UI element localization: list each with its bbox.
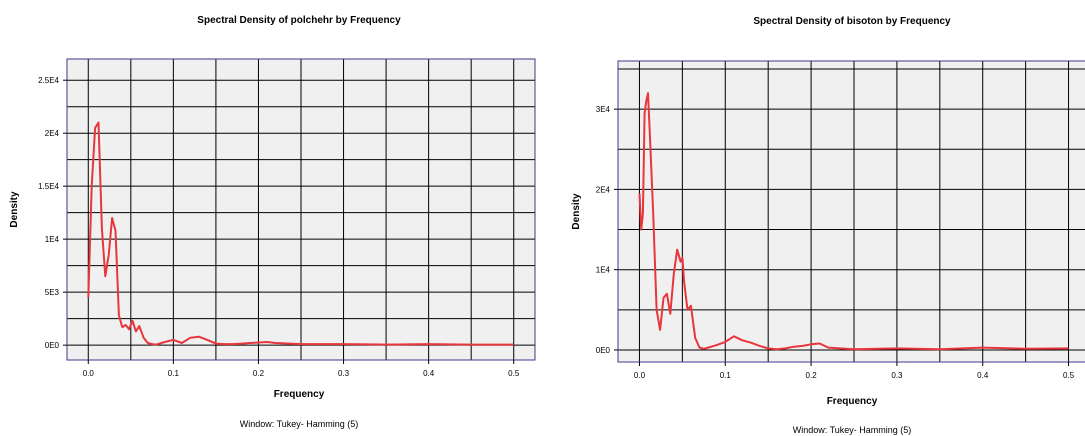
y-tick-label: 1E4 [596, 266, 611, 275]
y-tick-label: 0E0 [596, 346, 611, 355]
x-axis-label: Frequency [827, 396, 878, 407]
x-tick-label: 0.0 [83, 369, 95, 378]
x-tick-label: 0.4 [423, 369, 435, 378]
x-axis-label: Frequency [274, 389, 325, 400]
y-tick-label: 1E4 [45, 235, 60, 244]
y-tick-label: 2E4 [45, 129, 60, 138]
y-tick-label: 5E3 [45, 288, 60, 297]
y-tick-label: 2E4 [596, 185, 611, 194]
y-tick-label: 2.5E4 [38, 76, 59, 85]
plot-frame [617, 60, 1085, 363]
x-tick-label: 0.4 [977, 371, 989, 380]
x-tick-label: 0.2 [806, 371, 818, 380]
x-tick-label: 0.5 [508, 369, 520, 378]
chart-1: 0.0 0.1 0.2 0.3 0.4 0.5 0E0 5E3 1E4 1.5E4 2E4 2.5E4… [9, 15, 536, 429]
chart-2: 0.0 0.1 0.2 0.3 0.4 0.5 0E0 1E4 2E4 3E4 Spectral D… [571, 16, 1085, 435]
plot-area [618, 61, 1085, 362]
x-tick-label: 0.2 [253, 369, 265, 378]
x-tick-label: 0.3 [338, 369, 350, 378]
x-tick-label: 0.1 [720, 371, 732, 380]
y-axis-label: Density [9, 191, 20, 228]
y-axis-label: Density [571, 193, 582, 230]
series-line [638, 92, 1069, 351]
chart-footnote: Window: Tukey- Hamming (5) [240, 419, 359, 429]
y-tick-label: 1.5E4 [38, 182, 59, 191]
chart-title: Spectral Density of polchehr by Frequenc… [197, 15, 401, 26]
y-tick-label: 3E4 [596, 105, 611, 114]
x-tick-label: 0.1 [168, 369, 180, 378]
series-line [87, 121, 514, 346]
x-tick-label: 0.0 [634, 371, 646, 380]
chart-title: Spectral Density of bisoton by Frequency [753, 16, 951, 27]
plot-frame [66, 58, 536, 361]
x-tick-label: 0.3 [891, 371, 903, 380]
x-tick-label: 0.5 [1063, 371, 1075, 380]
chart-footnote: Window: Tukey- Hamming (5) [793, 425, 912, 435]
y-tick-label: 0E0 [45, 341, 60, 350]
